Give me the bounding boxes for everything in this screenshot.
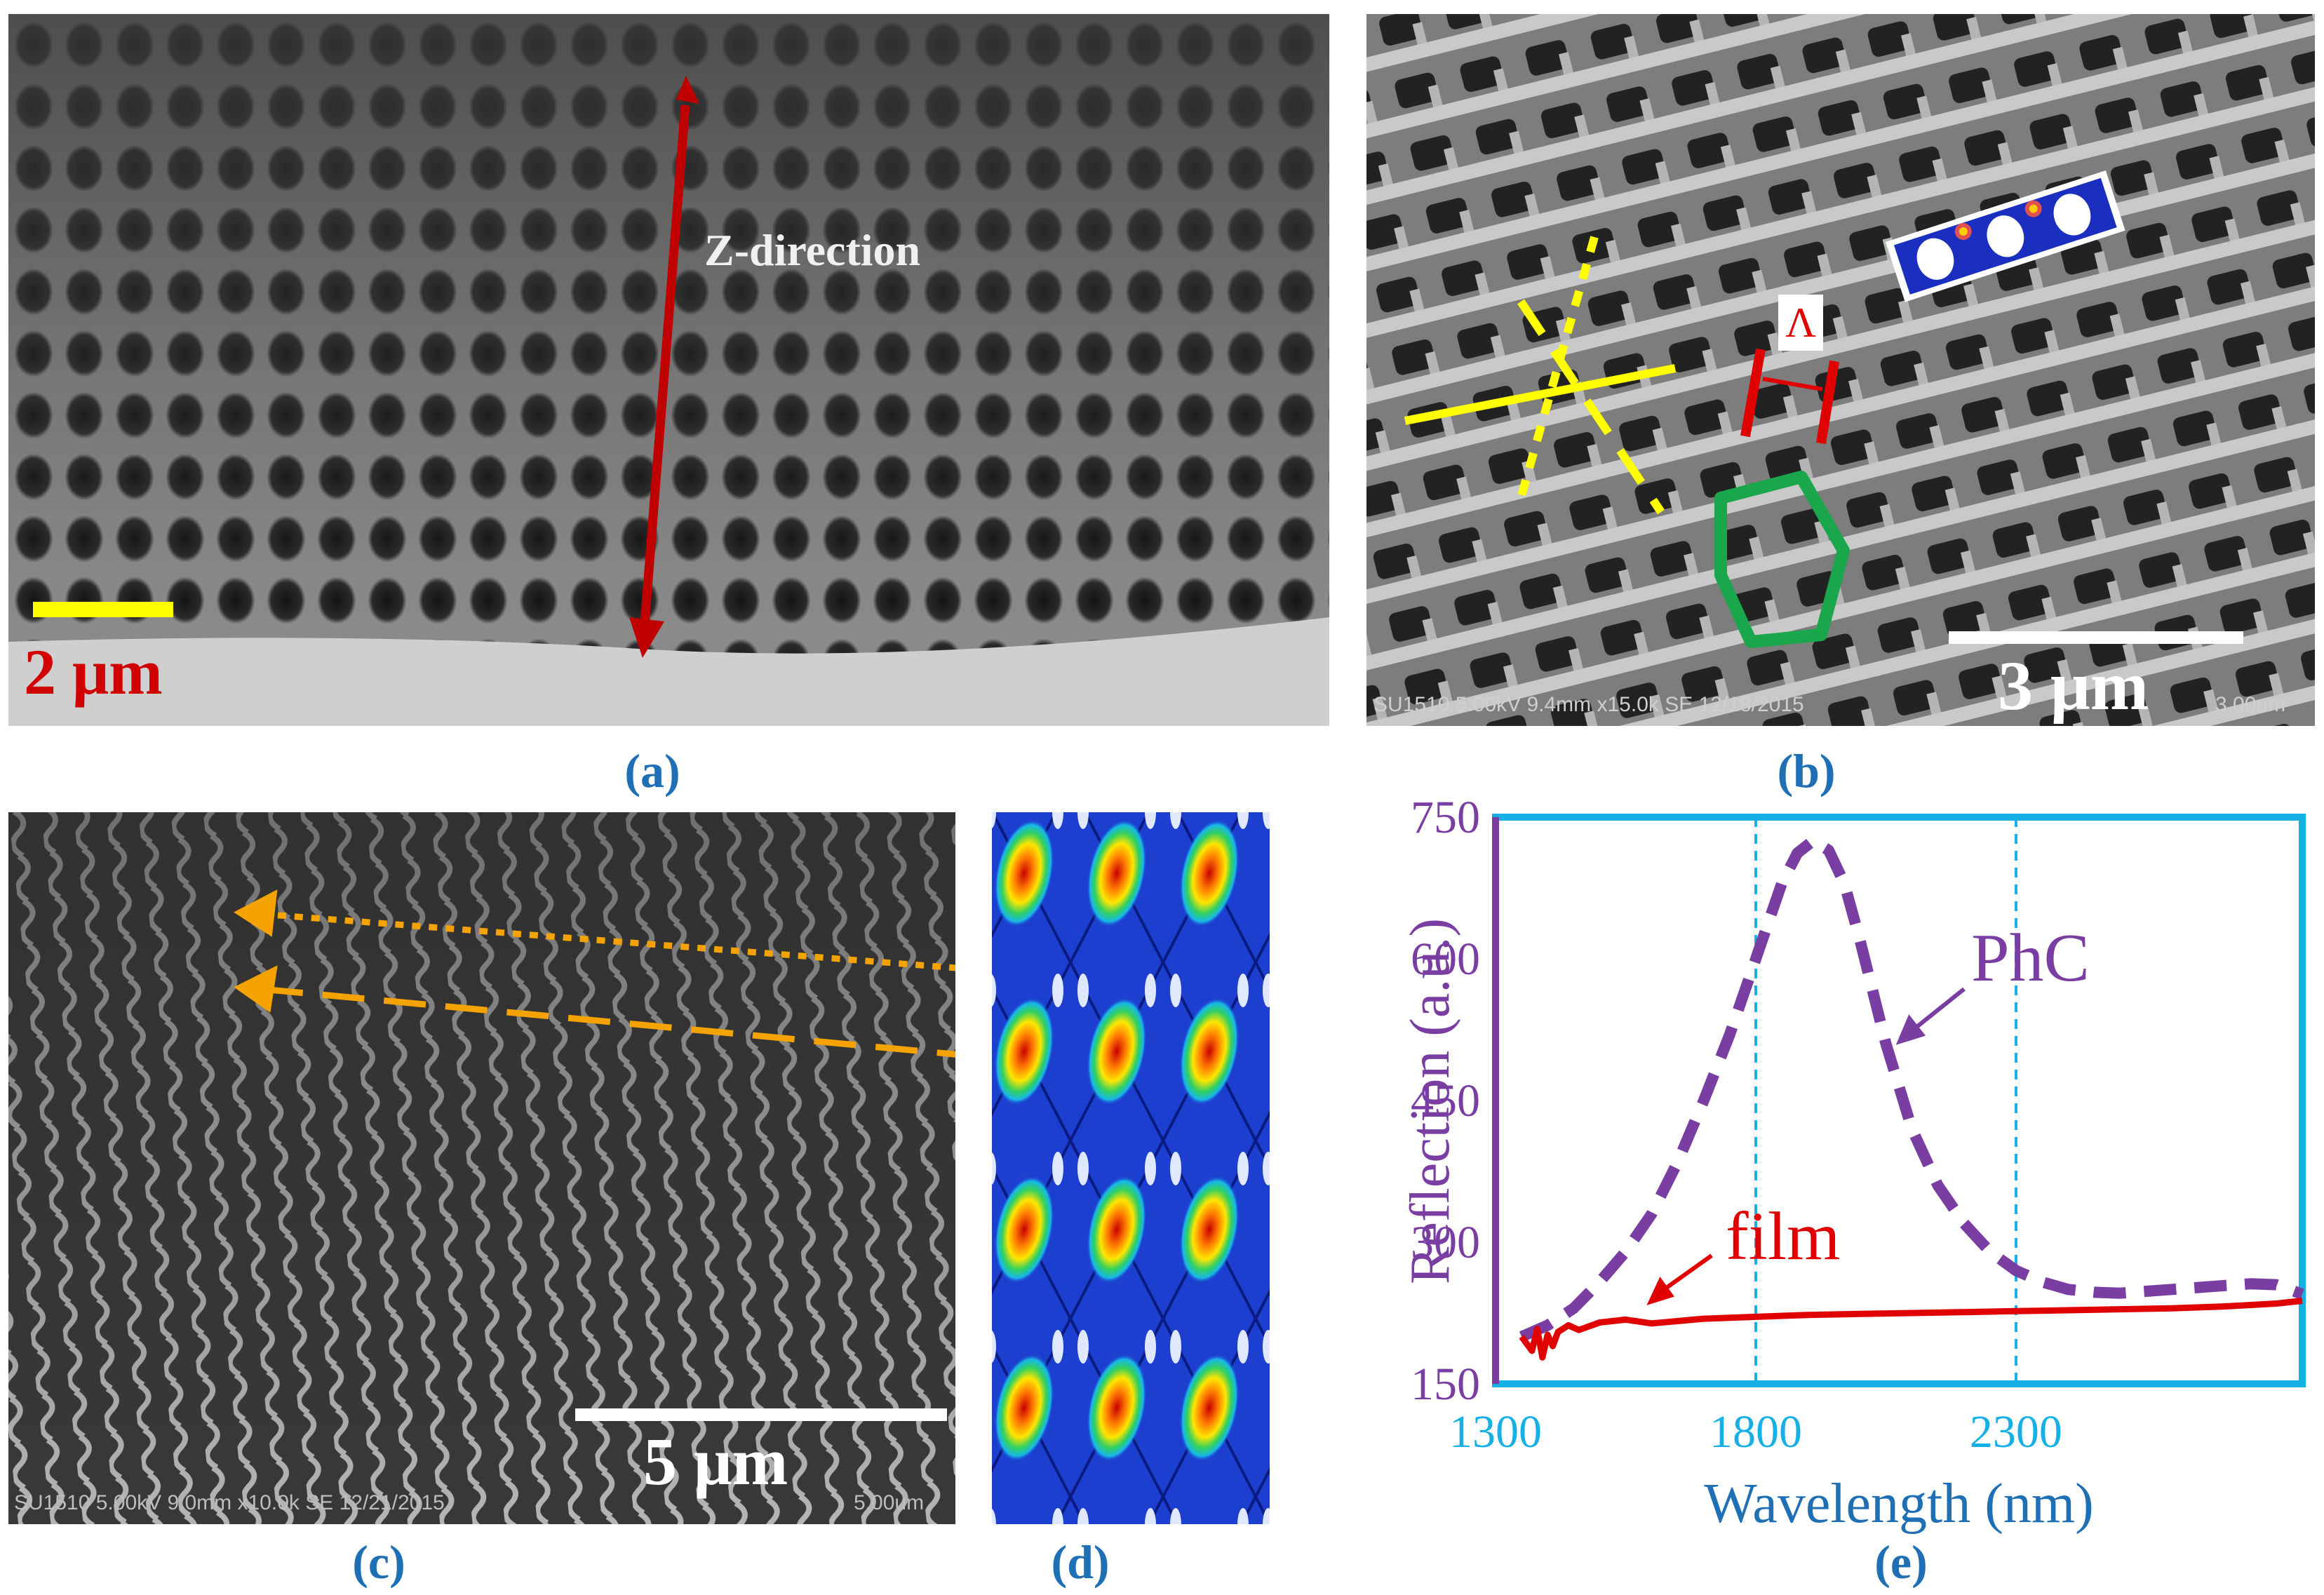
phc-annotation-arrow — [1895, 987, 1966, 1045]
panel-label-c: (c) — [352, 1535, 405, 1589]
series-film-line — [1519, 1298, 2303, 1361]
sem-scale-b: 3.00um — [2215, 693, 2286, 716]
scale-label-2um: 2 μm — [24, 636, 163, 708]
panel-label-b: (b) — [1777, 744, 1836, 798]
scale-bar-3um — [1949, 631, 2243, 644]
lattice-constant-marker — [1740, 348, 1839, 445]
x-axis-label: Wavelength (nm) — [1704, 1473, 2094, 1535]
panel-e-reflection-chart: 1300 1800 2300 150 300 450 600 750 PhC film Wav… — [1305, 800, 2315, 1595]
film-annotation-arrow — [1646, 1253, 1713, 1305]
series-phc-line — [1519, 835, 2304, 1342]
mode-correspondence-arrows — [234, 889, 955, 1058]
sem-scale-c: 5.00um — [854, 1491, 925, 1514]
panel-label-d: (d) — [1051, 1535, 1110, 1589]
y-tick-150: 150 — [1411, 1359, 1480, 1410]
x-tick-1300: 1300 — [1449, 1406, 1542, 1458]
scale-bar-2um — [33, 602, 173, 617]
scale-bar-5um — [575, 1408, 947, 1421]
lattice-constant-label: Λ — [1778, 295, 1823, 351]
panel-a-sem-image: Z-direction 2 μm — [8, 14, 1329, 726]
x-tick-2300: 2300 — [1970, 1406, 2062, 1458]
panel-d-field-simulation — [992, 812, 1270, 1524]
panel-c-sem-image: 5 μm SU1510 5.00kV 9.0mm x10.0k SE 12/21… — [8, 812, 955, 1524]
scale-label-3um: 3 μm — [1998, 647, 2149, 725]
sem-footer-c: SU1510 5.00kV 9.0mm x10.0k SE 12/21/2015 — [14, 1491, 445, 1514]
y-tick-450: 450 — [1411, 1075, 1480, 1126]
x-tick-1800: 1800 — [1710, 1406, 1802, 1458]
scale-label-5um: 5 μm — [643, 1424, 788, 1499]
z-direction-arrow — [629, 76, 699, 658]
legend-phc: PhC — [1971, 920, 2090, 996]
legend-film: film — [1726, 1199, 1840, 1274]
panel-label-e: (e) — [1874, 1535, 1928, 1589]
reflection-chart-svg: 1300 1800 2300 150 300 450 600 750 PhC film Wav… — [1399, 800, 2306, 1535]
lattice-axes — [1404, 236, 1677, 515]
z-direction-label: Z-direction — [704, 225, 921, 275]
unit-cell-hexagon — [1714, 471, 1850, 648]
y-tick-600: 600 — [1411, 934, 1480, 985]
panel-b-sem-image: Λ 3 μm SU1510 5.00kV 9.4mm x15.0k SE 12/… — [1366, 14, 2315, 726]
panel-label-a: (a) — [624, 744, 680, 798]
y-tick-750: 750 — [1411, 800, 1480, 843]
sem-footer-b: SU1510 5.00kV 9.4mm x15.0k SE 12/18/2015 — [1373, 693, 1804, 716]
y-axis-label: Reflection (a.u.) — [1399, 918, 1461, 1284]
y-tick-300: 300 — [1411, 1217, 1480, 1268]
field-distribution-inset — [1886, 170, 2125, 302]
